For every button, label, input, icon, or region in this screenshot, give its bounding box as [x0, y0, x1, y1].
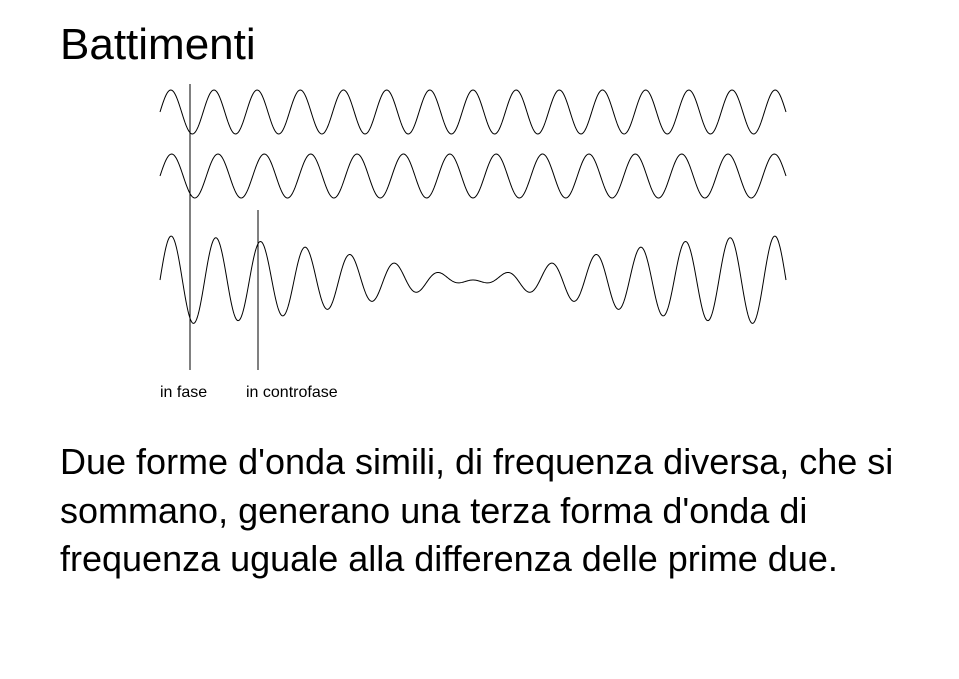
diagram-bg [150, 80, 790, 380]
diagram: in fase in controfase [150, 80, 790, 408]
label-in-fase: in fase [160, 384, 207, 402]
diagram-svg [150, 80, 790, 380]
page-title: Battimenti [60, 20, 919, 70]
body-text: Due forme d'onda simili, di frequenza di… [60, 438, 919, 584]
phase-labels: in fase in controfase [150, 384, 790, 408]
page: Battimenti in fase in controfase Due for… [0, 0, 959, 679]
label-in-controfase: in controfase [246, 384, 338, 402]
